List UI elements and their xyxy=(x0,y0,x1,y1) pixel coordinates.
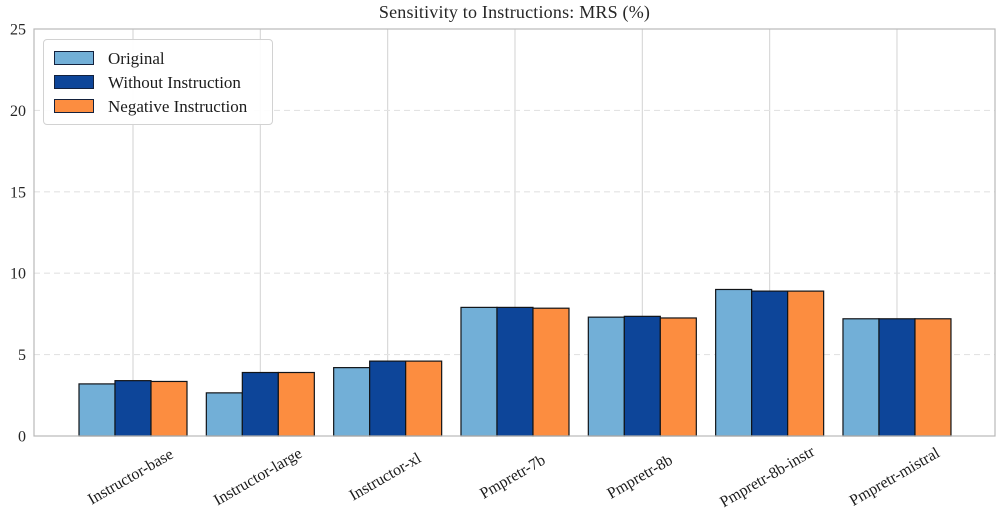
bar xyxy=(369,360,407,437)
legend-swatch-negative-instruction xyxy=(54,99,94,113)
x-tick-label: Instructor-base xyxy=(85,446,176,509)
x-tick-label: Instructor-large xyxy=(211,445,305,509)
chart-title: Sensitivity to Instructions: MRS (%) xyxy=(378,2,651,22)
bar xyxy=(914,318,952,437)
bar xyxy=(587,316,625,437)
x-tick-label: Pmpretr-mistral xyxy=(847,444,943,509)
y-tick-label: 10 xyxy=(10,266,26,283)
bar xyxy=(241,371,279,437)
x-tick-label: Pmpretr-7b xyxy=(477,452,548,503)
legend-label-original: Original xyxy=(108,48,165,68)
y-tick-label: 0 xyxy=(18,429,26,446)
x-tick-label: Pmpretr-8b xyxy=(604,452,675,503)
y-tick-label: 15 xyxy=(10,184,26,201)
legend-item-original: Original xyxy=(54,47,262,69)
plot-spines xyxy=(33,28,996,437)
y-tick-label: 5 xyxy=(18,347,26,364)
bar xyxy=(333,367,371,437)
bar xyxy=(715,288,753,437)
legend-item-negative-instruction: Negative Instruction xyxy=(54,95,262,117)
bar xyxy=(460,306,498,437)
legend-label-without-instruction: Without Instruction xyxy=(108,72,241,92)
bar xyxy=(205,392,243,437)
legend: Original Without Instruction Negative In… xyxy=(43,39,273,125)
legend-swatch-original xyxy=(54,51,94,65)
bar xyxy=(405,360,443,437)
bar xyxy=(659,317,697,437)
y-tick-label: 25 xyxy=(10,22,26,39)
bar xyxy=(78,383,116,437)
bar xyxy=(114,380,152,437)
x-tick-label: Instructor-xl xyxy=(347,450,425,505)
bar xyxy=(623,315,661,437)
bar xyxy=(878,318,916,437)
bar xyxy=(787,290,825,437)
bar xyxy=(751,290,789,437)
legend-swatch-without-instruction xyxy=(54,75,94,89)
bar xyxy=(496,306,534,437)
bar xyxy=(532,307,570,437)
x-tick-label: Pmpretr-8b-instr xyxy=(717,443,818,511)
legend-label-negative-instruction: Negative Instruction xyxy=(108,96,248,116)
bar xyxy=(150,380,188,437)
legend-item-without-instruction: Without Instruction xyxy=(54,71,262,93)
y-tick-label: 20 xyxy=(10,103,26,120)
bar xyxy=(277,371,315,437)
bar xyxy=(842,318,880,437)
